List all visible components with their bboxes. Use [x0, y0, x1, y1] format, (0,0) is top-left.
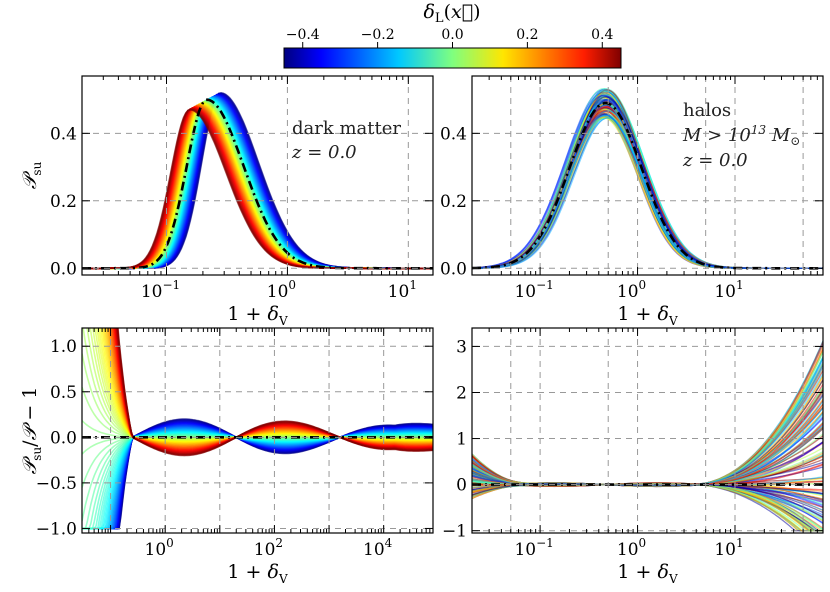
series-line [82, 328, 433, 440]
colorbar-gradient [283, 47, 622, 69]
y-tick-label: 0.4 [50, 124, 77, 144]
x-axis-label: 1 + δV [617, 561, 678, 586]
curves [82, 328, 433, 530]
mean-line [82, 98, 433, 270]
axes: 10−1 100 101 −1 0 1 2 3 1 + δV [442, 327, 824, 586]
series-line [472, 341, 823, 492]
curves [472, 87, 823, 270]
y-tick-label: 0.4 [440, 124, 467, 144]
y-tick-label: 1.0 [50, 337, 77, 357]
y-tick-label: 0 [456, 476, 467, 496]
colorbar-tick-label: 0.0 [441, 27, 463, 43]
y-tick-label: 1 [456, 430, 467, 450]
colorbar: δL(x⃗) −0.4 −0.2 0.0 0.2 0.4 [283, 1, 622, 69]
axes: 100 102 104 −1.0 −0.5 0.0 0.5 1.0 1 + δV [36, 327, 434, 586]
annotation-line-1: halos [683, 100, 731, 121]
y-tick-label: 0.2 [440, 192, 467, 212]
x-tick-label: 101 [388, 278, 417, 302]
x-tick-label: 10−1 [514, 536, 553, 560]
y-axis-label: 𝒫su/𝒫 − 1 [19, 387, 44, 475]
panel-halos-pdf: 10−1 100 101 0.0 0.2 0.4 1 + δV [440, 75, 824, 328]
x-tick-label: 100 [267, 278, 296, 302]
colorbar-tick-label: −0.4 [286, 27, 320, 43]
axes: 10−1 100 101 0.0 0.2 0.4 1 + δV [50, 75, 434, 328]
curves [472, 340, 823, 532]
annotation-line-3: z = 0.0 [682, 150, 748, 171]
colorbar-tick-label: 0.2 [516, 27, 538, 43]
annotation-halos: halos M > 1013 M⊙ z = 0.0 [682, 100, 800, 171]
mean-line [472, 101, 823, 270]
x-axis-label: 1 + δV [617, 303, 678, 328]
annotation-line-2: z = 0.0 [291, 142, 357, 163]
x-tick-label: 101 [714, 536, 743, 560]
series-line [472, 94, 823, 269]
series-line [99, 328, 433, 443]
x-tick-label: 10−1 [141, 278, 180, 302]
x-tick-label: 10−1 [514, 278, 553, 302]
colorbar-ticks: −0.4 −0.2 0.0 0.2 0.4 [286, 27, 614, 48]
x-tick-label: 100 [617, 536, 646, 560]
colorbar-tick-label: 0.4 [591, 27, 613, 43]
panel-halos-ratio: 10−1 100 101 −1 0 1 2 3 1 + δV [442, 327, 824, 586]
y-tick-label: −0.5 [36, 474, 77, 494]
y-tick-label: 0.0 [440, 259, 467, 279]
axes: 10−1 100 101 0.0 0.2 0.4 1 + δV [440, 75, 824, 328]
grid [82, 76, 433, 275]
grid [472, 76, 823, 275]
x-tick-label: 100 [617, 278, 646, 302]
y-tick-label: −1 [442, 522, 467, 542]
annotation-dark-matter: dark matter z = 0.0 [291, 118, 401, 163]
series-line [472, 96, 823, 269]
panel-dark-matter-ratio: 100 102 104 −1.0 −0.5 0.0 0.5 1.0 1 + δV 𝒫su/𝒫 − … [19, 327, 434, 586]
x-axis-label: 1 + δV [227, 561, 288, 586]
colorbar-label: δL(x⃗) [423, 1, 480, 26]
y-tick-label: 0.2 [50, 192, 77, 212]
y-tick-label: 0.0 [50, 428, 77, 448]
x-tick-label: 101 [714, 278, 743, 302]
colorbar-tick-label: −0.2 [361, 27, 395, 43]
series-line [117, 328, 433, 457]
y-tick-label: 0.0 [50, 259, 77, 279]
x-tick-label: 104 [363, 536, 393, 560]
y-axis-label: 𝒫su [19, 161, 44, 189]
x-tick-label: 102 [254, 536, 283, 560]
series-line [100, 328, 433, 443]
panel-dark-matter-pdf: 10−1 100 101 0.0 0.2 0.4 1 + δV 𝒫su [19, 75, 434, 328]
y-tick-label: 0.5 [50, 383, 77, 403]
y-tick-label: −1.0 [36, 519, 77, 539]
x-axis-label: 1 + δV [227, 303, 288, 328]
y-tick-label: 2 [456, 383, 467, 403]
grid [82, 328, 433, 533]
y-tick-label: 3 [456, 337, 467, 357]
x-tick-label: 100 [145, 536, 174, 560]
annotation-line-2: M > 1013 M⊙ [682, 123, 800, 148]
annotation-line-1: dark matter [292, 118, 401, 139]
